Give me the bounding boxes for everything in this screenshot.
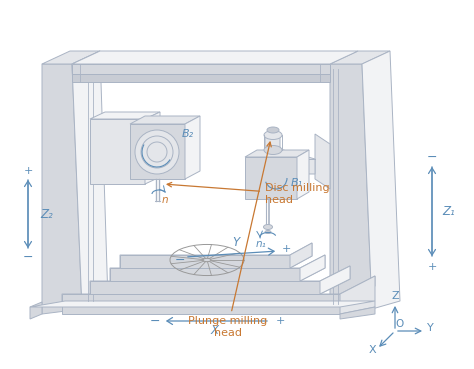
Polygon shape: [245, 157, 297, 199]
Polygon shape: [42, 64, 82, 314]
Text: −: −: [175, 254, 185, 266]
Text: Y: Y: [232, 237, 239, 249]
Ellipse shape: [264, 145, 282, 155]
Text: Z₂: Z₂: [40, 207, 53, 221]
Polygon shape: [362, 51, 400, 309]
Polygon shape: [297, 150, 309, 199]
Polygon shape: [90, 119, 145, 184]
Polygon shape: [120, 255, 290, 268]
Polygon shape: [120, 243, 312, 268]
Polygon shape: [90, 266, 350, 294]
Text: Y: Y: [427, 323, 433, 333]
Ellipse shape: [135, 130, 179, 174]
Ellipse shape: [264, 131, 282, 139]
Polygon shape: [340, 276, 375, 314]
Polygon shape: [185, 116, 200, 179]
Polygon shape: [72, 74, 330, 82]
Polygon shape: [245, 150, 309, 157]
Text: n₁: n₁: [256, 239, 267, 249]
Polygon shape: [340, 307, 375, 319]
Text: −: −: [23, 251, 33, 263]
Polygon shape: [265, 134, 315, 174]
Text: +: +: [275, 316, 285, 326]
Polygon shape: [320, 266, 350, 294]
Text: Plunge milling
head: Plunge milling head: [188, 142, 271, 338]
Text: −: −: [427, 151, 437, 163]
Text: B₁: B₁: [291, 178, 303, 188]
Polygon shape: [110, 268, 300, 281]
Polygon shape: [62, 294, 340, 314]
Polygon shape: [72, 64, 330, 74]
Text: +: +: [23, 166, 33, 176]
Text: X: X: [368, 345, 376, 355]
Polygon shape: [42, 51, 100, 64]
Polygon shape: [290, 243, 312, 268]
Ellipse shape: [265, 231, 271, 234]
Polygon shape: [330, 51, 390, 64]
Ellipse shape: [264, 224, 273, 230]
Text: X: X: [211, 324, 219, 337]
Text: n: n: [162, 195, 169, 205]
Polygon shape: [130, 116, 200, 124]
Polygon shape: [110, 255, 325, 281]
Polygon shape: [145, 112, 160, 184]
Polygon shape: [315, 134, 330, 189]
Polygon shape: [30, 302, 42, 319]
Text: +: +: [428, 262, 437, 272]
Polygon shape: [90, 281, 320, 294]
Text: Z: Z: [391, 291, 399, 301]
Ellipse shape: [267, 127, 279, 133]
Ellipse shape: [203, 258, 211, 262]
Text: Z₁: Z₁: [442, 204, 455, 217]
Polygon shape: [30, 301, 375, 307]
Polygon shape: [300, 255, 325, 281]
Polygon shape: [90, 112, 160, 119]
Polygon shape: [130, 124, 185, 179]
Text: O: O: [396, 319, 404, 329]
Polygon shape: [62, 276, 375, 304]
Text: +: +: [281, 244, 291, 254]
Text: B₂: B₂: [182, 129, 194, 139]
Polygon shape: [72, 51, 358, 64]
Polygon shape: [72, 51, 108, 309]
Polygon shape: [330, 64, 372, 309]
Text: −: −: [150, 314, 160, 328]
Text: Disc milling
head: Disc milling head: [167, 182, 329, 205]
